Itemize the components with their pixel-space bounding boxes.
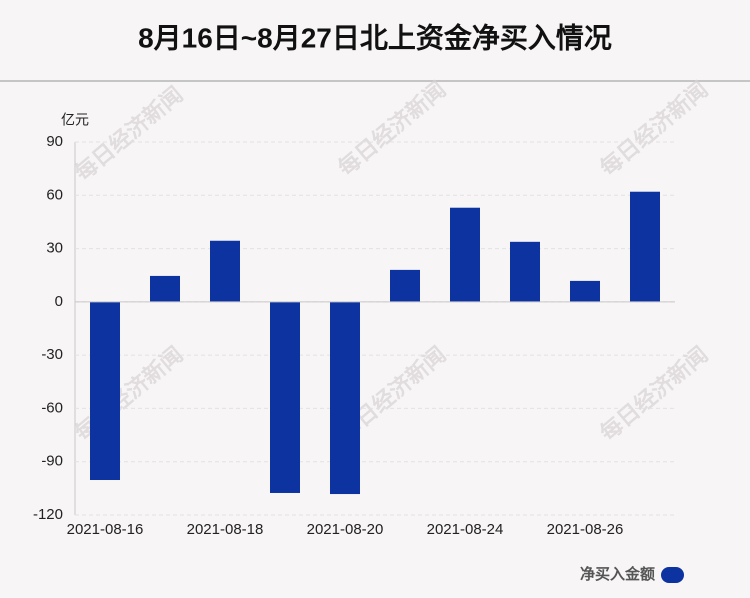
bar [90,301,120,481]
bar [510,241,540,302]
y-tick-label: 60 [46,186,63,203]
y-axis-unit: 亿元 [61,112,89,128]
y-tick-label: -120 [33,506,63,523]
bar [390,269,420,302]
y-tick-label: -30 [41,346,63,363]
bar [150,275,180,302]
x-tick-label: 2021-08-18 [187,521,264,538]
bar [330,301,360,495]
legend-label: 净买入金额 [580,565,655,583]
y-tick-label: -90 [41,453,63,470]
bar [270,301,300,493]
legend-swatch [661,567,684,583]
bar [570,280,600,302]
bar [210,240,240,302]
x-tick-label: 2021-08-24 [427,521,504,538]
x-tick-label: 2021-08-26 [547,521,624,538]
chart-title: 8月16日~8月27日北上资金净买入情况 [138,21,612,53]
x-tick-label: 2021-08-20 [307,521,384,538]
x-tick-label: 2021-08-16 [67,521,144,538]
y-tick-label: 90 [46,133,63,150]
y-tick-label: 0 [55,293,63,310]
y-tick-label: -60 [41,399,63,416]
y-tick-label: 30 [46,240,63,257]
bar [630,191,660,302]
bar [450,207,480,302]
